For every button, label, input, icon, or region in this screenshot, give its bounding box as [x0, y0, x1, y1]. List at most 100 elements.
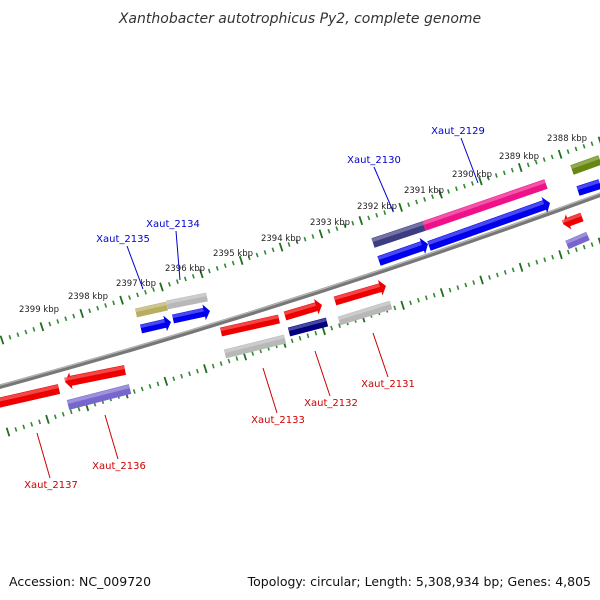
- kbp-label: 2392 kbp: [357, 202, 397, 212]
- kbp-labels: 2388 kbp 2389 kbp 2390 kbp 2391 kbp 2392 kbp…: [19, 134, 587, 315]
- minor-tick: [64, 316, 68, 322]
- minor-tick: [535, 259, 539, 265]
- major-tick: [478, 176, 483, 186]
- kbp-label: 2388 kbp: [547, 134, 587, 144]
- map-title: Xanthobacter autotrophicus Py2, complete…: [118, 11, 481, 27]
- major-tick: [159, 282, 164, 292]
- gene-label[interactable]: Xaut_2134: [146, 219, 200, 230]
- major-tick: [79, 308, 85, 319]
- minor-tick: [330, 325, 334, 331]
- gene-label[interactable]: Xaut_2130: [347, 155, 401, 166]
- kbp-label: 2398 kbp: [68, 292, 108, 302]
- minor-tick: [298, 335, 302, 341]
- minor-tick: [56, 319, 60, 324]
- minor-tick: [574, 146, 578, 152]
- minor-tick: [219, 361, 223, 366]
- gene-leader-line: [36, 432, 51, 479]
- minor-tick: [543, 257, 547, 263]
- minor-tick: [527, 262, 531, 268]
- gene-block-highlight: [140, 319, 165, 329]
- major-tick: [39, 322, 45, 332]
- minor-tick: [510, 167, 514, 173]
- minor-tick: [247, 255, 251, 261]
- minor-tick: [8, 335, 12, 340]
- major-tick: [0, 335, 5, 345]
- minor-tick: [48, 321, 52, 327]
- gene-label[interactable]: Xaut_2133: [251, 415, 305, 426]
- major-tick: [439, 288, 445, 298]
- minor-tick: [415, 199, 419, 205]
- gene-block-highlight: [0, 384, 59, 402]
- minor-tick: [148, 384, 152, 389]
- minor-tick: [335, 226, 339, 231]
- minor-tick: [464, 282, 468, 288]
- major-tick: [5, 427, 11, 437]
- minor-tick: [96, 305, 100, 311]
- minor-tick: [551, 254, 555, 260]
- minor-tick: [172, 376, 176, 382]
- minor-tick: [290, 338, 294, 344]
- gene-label[interactable]: Xaut_2129: [431, 126, 485, 137]
- minor-tick: [180, 373, 184, 379]
- minor-tick: [128, 295, 132, 300]
- minor-tick: [215, 266, 219, 271]
- major-tick: [597, 136, 600, 144]
- minor-tick: [61, 411, 65, 417]
- major-tick: [438, 189, 443, 199]
- minor-tick: [447, 189, 450, 194]
- major-tick: [479, 275, 484, 285]
- genome-summary: Topology: circular; Length: 5,308,934 bp…: [247, 574, 591, 589]
- major-tick: [163, 376, 169, 386]
- outer-tick-track: [0, 136, 600, 345]
- major-tick: [45, 414, 50, 424]
- minor-tick: [231, 260, 235, 266]
- minor-tick: [542, 157, 546, 162]
- minor-tick: [432, 292, 436, 298]
- major-tick: [557, 149, 563, 159]
- minor-tick: [255, 252, 259, 258]
- gene-block-highlight: [287, 318, 327, 332]
- gene-block-highlight: [135, 302, 167, 313]
- gene-label[interactable]: Xaut_2131: [361, 379, 415, 390]
- minor-tick: [486, 175, 490, 181]
- gene-label[interactable]: Xaut_2136: [92, 461, 146, 472]
- gene-leader-line: [126, 245, 144, 290]
- minor-tick: [494, 173, 498, 178]
- gene-block-highlight: [377, 241, 423, 261]
- major-tick: [119, 295, 124, 305]
- gene-block-highlight: [283, 302, 316, 316]
- minor-tick: [77, 406, 81, 412]
- minor-tick: [582, 244, 586, 250]
- minor-tick: [38, 419, 42, 425]
- minor-tick: [338, 323, 341, 328]
- gene-leader-line: [373, 166, 394, 212]
- kbp-label: 2389 kbp: [499, 152, 539, 162]
- major-tick: [558, 250, 563, 260]
- minor-tick: [424, 295, 428, 301]
- minor-tick: [574, 247, 578, 252]
- minor-tick: [582, 143, 586, 149]
- backbone-highlight: [0, 192, 600, 386]
- minor-tick: [311, 234, 315, 239]
- gene-label[interactable]: Xaut_2132: [304, 398, 358, 409]
- gene-label[interactable]: Xaut_2137: [24, 480, 78, 491]
- minor-tick: [167, 281, 171, 287]
- minor-tick: [191, 273, 195, 279]
- kbp-label: 2394 kbp: [261, 234, 301, 244]
- minor-tick: [590, 141, 594, 146]
- minor-tick: [104, 303, 108, 308]
- gene-leader-line: [314, 350, 331, 397]
- minor-tick: [175, 279, 179, 284]
- minor-tick: [526, 162, 530, 168]
- gene-block-highlight: [576, 179, 600, 191]
- major-tick: [518, 262, 524, 272]
- minor-tick: [327, 228, 331, 234]
- minor-tick: [423, 197, 427, 202]
- minor-tick: [448, 287, 452, 293]
- minor-tick: [550, 154, 554, 160]
- major-tick: [517, 162, 523, 173]
- minor-tick: [295, 239, 299, 245]
- gene-label[interactable]: Xaut_2135: [96, 234, 150, 245]
- minor-tick: [53, 414, 57, 420]
